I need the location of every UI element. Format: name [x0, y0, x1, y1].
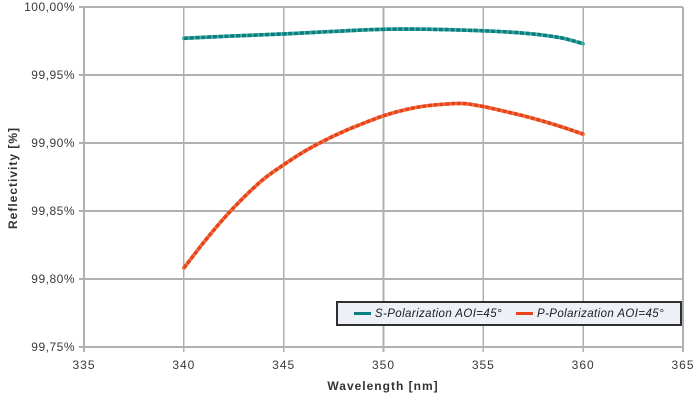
s-polarization-line [183, 27, 584, 46]
y-tick-label: 99,95% [31, 68, 75, 82]
legend-label-p-polarization: P-Polarization AOI=45° [537, 307, 665, 320]
x-tick-label: 365 [671, 358, 694, 372]
p-polarization-line [182, 101, 584, 270]
y-tick-label: 100,00% [24, 0, 75, 14]
y-tick-label: 99,90% [31, 136, 75, 150]
x-tick-label: 350 [372, 358, 395, 372]
x-tick-label: 340 [172, 358, 195, 372]
x-tick-label: 335 [72, 358, 95, 372]
legend-entry-s-polarization: S-Polarization AOI=45° [353, 307, 502, 320]
x-tick-label: 345 [272, 358, 295, 372]
s-polarization-line-swatch [353, 311, 371, 316]
legend-entry-p-polarization: P-Polarization AOI=45° [516, 308, 664, 320]
y-tick-label: 99,80% [31, 272, 75, 286]
legend: S-Polarization AOI=45° P-Polarization AO… [336, 301, 682, 326]
x-tick-label: 355 [472, 358, 495, 372]
p-polarization-line-swatch [516, 311, 533, 316]
legend-label-s-polarization: S-Polarization AOI=45° [374, 307, 502, 320]
x-tick-label: 360 [572, 358, 595, 372]
y-tick-label: 99,85% [31, 204, 75, 218]
y-tick-label: 99,75% [31, 340, 75, 354]
y-axis-title: Reflectivity [%] [6, 126, 20, 230]
x-axis-title: Wavelength [nm] [327, 379, 439, 393]
